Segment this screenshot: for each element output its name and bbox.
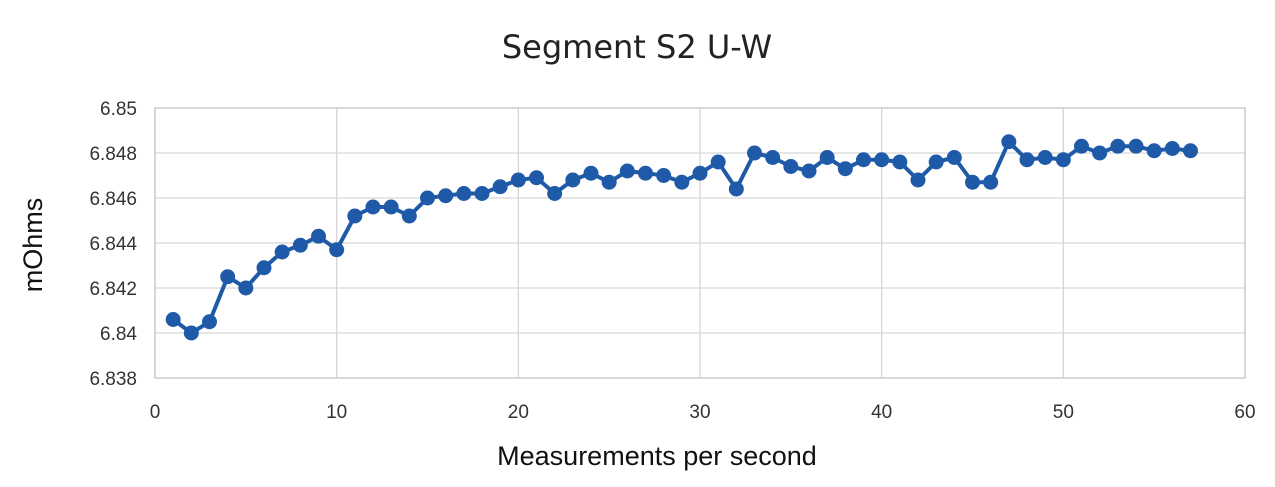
data-point — [601, 174, 617, 190]
x-tick-label: 50 — [1053, 402, 1074, 423]
x-tick-label: 60 — [1234, 402, 1255, 423]
data-point — [238, 280, 254, 296]
data-point — [365, 199, 381, 215]
data-point — [892, 154, 908, 170]
data-point — [765, 150, 781, 165]
data-point — [965, 174, 980, 190]
x-axis-label: Measurements per second — [497, 441, 817, 471]
data-point — [1001, 134, 1017, 150]
x-axis-ticks: 0 10 20 30 40 50 60 — [150, 402, 1256, 423]
data-point — [1074, 138, 1089, 154]
data-point — [674, 174, 690, 190]
data-point — [583, 165, 599, 181]
y-tick-label: 6.85 — [100, 99, 137, 120]
data-point — [438, 188, 454, 204]
data-point — [474, 186, 490, 201]
data-point — [492, 179, 508, 195]
data-point — [1037, 150, 1053, 165]
data-point — [274, 244, 290, 260]
y-axis-ticks: 6.838 6.84 6.842 6.844 6.846 6.848 6.85 — [89, 99, 137, 390]
x-tick-label: 0 — [150, 402, 161, 423]
data-point — [1183, 143, 1198, 159]
y-tick-label: 6.846 — [89, 189, 137, 210]
plot-area — [154, 107, 1246, 379]
data-point — [1110, 138, 1126, 154]
data-point — [165, 312, 181, 327]
data-point — [801, 163, 817, 179]
data-point — [456, 186, 472, 201]
data-point — [783, 159, 799, 174]
data-point — [710, 154, 726, 170]
data-point — [383, 199, 399, 215]
data-point — [401, 208, 417, 224]
data-point — [856, 152, 871, 168]
y-tick-label: 6.84 — [100, 324, 137, 345]
chart-title: Segment S2 U-W — [502, 28, 772, 66]
data-point — [529, 170, 544, 186]
data-point — [311, 228, 326, 244]
data-point — [619, 163, 635, 179]
data-point — [565, 172, 581, 188]
data-point — [329, 242, 345, 258]
data-point — [547, 186, 563, 201]
data-point — [638, 165, 653, 181]
y-tick-label: 6.838 — [89, 369, 137, 390]
data-point — [1055, 152, 1071, 168]
data-point — [347, 208, 363, 224]
data-point — [1128, 138, 1144, 154]
x-tick-label: 30 — [689, 402, 710, 423]
data-point — [837, 161, 853, 177]
data-point — [1146, 143, 1162, 159]
y-tick-label: 6.844 — [89, 234, 137, 255]
data-point — [946, 150, 962, 165]
data-point — [256, 260, 272, 276]
y-tick-label: 6.842 — [89, 279, 137, 300]
x-tick-label: 40 — [871, 402, 892, 423]
y-axis-label: mOhms — [18, 198, 48, 293]
x-tick-label: 10 — [326, 402, 347, 423]
data-point — [220, 269, 236, 285]
data-point — [928, 154, 944, 170]
data-point — [510, 172, 526, 188]
data-point — [183, 325, 199, 341]
data-point — [1019, 152, 1035, 168]
data-point — [728, 181, 744, 197]
data-point — [202, 314, 217, 330]
data-point — [292, 237, 308, 253]
data-point — [1092, 145, 1108, 161]
data-point — [819, 150, 835, 165]
x-tick-label: 20 — [508, 402, 529, 423]
data-point — [420, 190, 435, 206]
data-series — [165, 134, 1198, 341]
data-point — [874, 152, 890, 168]
y-tick-label: 6.848 — [89, 144, 137, 165]
data-point — [1164, 141, 1180, 156]
data-point — [656, 168, 672, 183]
data-point — [983, 174, 999, 190]
data-point — [910, 172, 926, 188]
data-point — [747, 145, 762, 161]
data-point — [692, 165, 708, 181]
